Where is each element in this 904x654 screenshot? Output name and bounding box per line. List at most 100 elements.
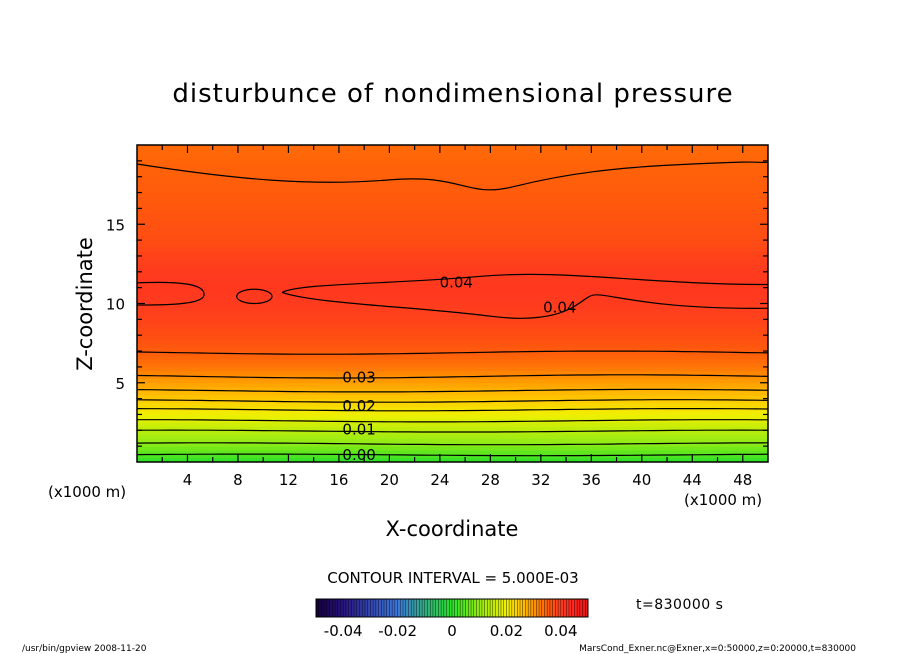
field-band [137, 382, 768, 388]
field-band [137, 219, 768, 225]
field-band [137, 346, 768, 352]
contour-interval-text: CONTOUR INTERVAL = 5.000E-03 [327, 569, 578, 587]
colorbar-segment [547, 599, 551, 617]
field-band [137, 211, 768, 217]
field-band [137, 390, 768, 396]
colorbar-segment [536, 599, 540, 617]
colorbar-segment [579, 599, 583, 617]
field-band [137, 338, 768, 344]
field-band [137, 275, 768, 281]
field-band [137, 156, 768, 162]
contour-labels: 0.04 0.04 0.03 0.02 0.01 0.00 [342, 273, 576, 464]
field-band [137, 342, 768, 348]
field-band [137, 370, 768, 376]
colorbar-segment [354, 599, 358, 617]
field-band [137, 409, 768, 415]
field-band [137, 145, 768, 150]
colorbar-labels: -0.04 -0.02 0 0.02 0.04 [324, 622, 578, 640]
field-band [137, 445, 768, 451]
colorbar-segment [384, 599, 388, 617]
colorbar-segment [558, 599, 562, 617]
field-band [137, 203, 768, 209]
field-band [137, 231, 768, 237]
field-band [137, 255, 768, 261]
colorbar-segment [362, 599, 366, 617]
contour-line [281, 291, 768, 319]
colorbar-segment [345, 599, 349, 617]
time-text: t=830000 s [636, 597, 723, 613]
colorbar-segment [367, 599, 371, 617]
colorbar-segment [337, 599, 341, 617]
colorbar-segment [503, 599, 507, 617]
field-band [137, 259, 768, 265]
field-band [137, 303, 768, 308]
colorbar-segment [539, 599, 543, 617]
colorbar-segment [386, 599, 390, 617]
contour-line [281, 273, 768, 293]
colorbar-segment [517, 599, 521, 617]
colorbar-segment [514, 599, 518, 617]
colorbar-segment [373, 599, 377, 617]
field-band [137, 196, 768, 201]
contour-lines [137, 161, 768, 457]
colorbar-segment [449, 599, 453, 617]
colorbar-segment [498, 599, 502, 617]
colorbar-segment [544, 599, 548, 617]
colorbar-tick-label: -0.02 [378, 622, 417, 640]
colorbar-segment [381, 599, 385, 617]
colorbar-segment [403, 599, 407, 617]
colorbar-segment [326, 599, 330, 617]
x-tick-label: 48 [733, 471, 752, 489]
y-tick-label: 10 [106, 296, 125, 314]
field-band [137, 247, 768, 253]
contour-label: 0.04 [543, 299, 576, 317]
colorbar-segment [359, 599, 363, 617]
x-tick-label: 44 [683, 471, 702, 489]
colorbar-segment [348, 599, 352, 617]
colorbar-segment [520, 599, 524, 617]
field-band [137, 330, 768, 336]
field-band [137, 318, 768, 324]
y-tick-label: 15 [106, 216, 125, 234]
field-band [137, 366, 768, 372]
colorbar-segment [560, 599, 564, 617]
field-band [137, 184, 768, 190]
field-band [137, 406, 768, 411]
field-band [137, 453, 768, 459]
field-band [137, 160, 768, 166]
x-tick-label: 32 [531, 471, 550, 489]
colorbar-segment [530, 599, 534, 617]
colorbar-segment [549, 599, 553, 617]
colorbar-segment [405, 599, 409, 617]
field-band [137, 437, 768, 443]
colorbar-segment [465, 599, 469, 617]
x-unit-right: (x1000 m) [684, 491, 762, 509]
field-band [137, 322, 768, 328]
colorbar-segment [370, 599, 374, 617]
field-band [137, 449, 768, 455]
colorbar-segment [582, 599, 586, 617]
colorbar-tick-label: 0.04 [544, 622, 577, 640]
field-band [137, 433, 768, 439]
colorbar-segment [321, 599, 325, 617]
field-band [137, 398, 768, 404]
contour-line [137, 408, 768, 412]
colorbar-segment [511, 599, 515, 617]
colorbar-segment [509, 599, 513, 617]
contour-label: 0.02 [342, 397, 375, 415]
field-band [137, 421, 768, 427]
chart-title: disturbunce of nondimensional pressure [172, 79, 733, 109]
pressure-field [137, 145, 768, 462]
colorbar-frame [315, 598, 589, 618]
colorbar-tick-label: 0.02 [490, 622, 523, 640]
contour-label: 0.01 [342, 421, 375, 439]
field-band [137, 168, 768, 174]
colorbar-segment [413, 599, 417, 617]
field-band [137, 176, 768, 182]
colorbar-segment [541, 599, 545, 617]
field-band [137, 378, 768, 384]
field-band [137, 402, 768, 408]
colorbar [315, 599, 589, 617]
colorbar-segment [408, 599, 412, 617]
field-band [137, 394, 768, 400]
